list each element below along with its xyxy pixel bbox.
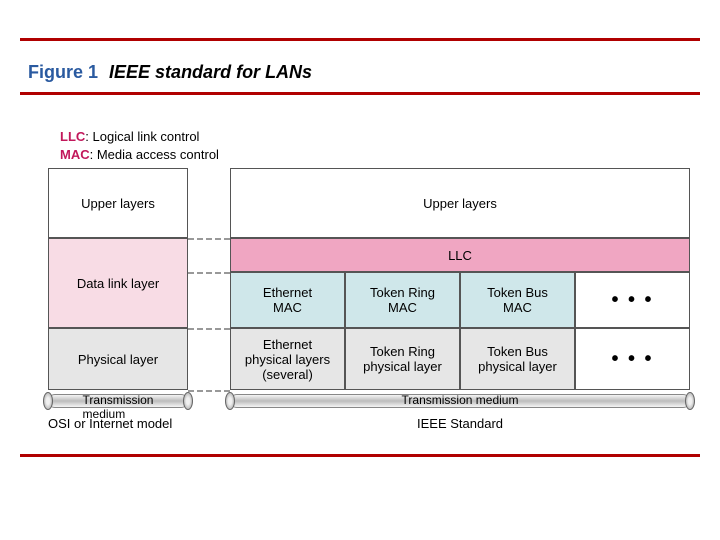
- rule-top-1: [20, 38, 700, 41]
- ieee-mac-ethernet: Ethernet MAC: [230, 272, 345, 328]
- rule-top-2: [20, 92, 700, 95]
- osi-column: Upper layers Data link layer Physical la…: [48, 168, 188, 431]
- ieee-phy-token-bus: Token Bus physical layer: [460, 328, 575, 390]
- ieee-tm-label: Transmission medium: [402, 393, 519, 407]
- rule-bottom: [20, 454, 700, 457]
- legend-mac-key: MAC: [60, 147, 90, 162]
- ieee-upper-layers: Upper layers: [230, 168, 690, 238]
- ieee-mac-ellipsis: • • •: [575, 272, 690, 328]
- ieee-mac-row: Ethernet MAC Token Ring MAC Token Bus MA…: [230, 272, 690, 328]
- ieee-llc: LLC: [230, 238, 690, 272]
- figure-title: Figure 1 IEEE standard for LANs: [28, 62, 312, 83]
- osi-transmission-medium: Transmission medium: [48, 392, 188, 412]
- ieee-mac-token-bus: Token Bus MAC: [460, 272, 575, 328]
- dash-3: [188, 328, 230, 330]
- ieee-phy-ethernet: Ethernet physical layers (several): [230, 328, 345, 390]
- osi-upper-layers: Upper layers: [48, 168, 188, 238]
- osi-tm-label: Transmission medium: [83, 393, 154, 421]
- figure-number: Figure 1: [28, 62, 98, 82]
- legend-llc-text: : Logical link control: [85, 129, 199, 144]
- legend-mac: MAC: Media access control: [60, 146, 219, 164]
- ieee-phy-row: Ethernet physical layers (several) Token…: [230, 328, 690, 390]
- ieee-phy-token-ring: Token Ring physical layer: [345, 328, 460, 390]
- dash-2: [188, 272, 230, 274]
- legend: LLC: Logical link control MAC: Media acc…: [60, 128, 219, 164]
- dash-1: [188, 238, 230, 240]
- legend-mac-text: : Media access control: [90, 147, 219, 162]
- figure-caption: IEEE standard for LANs: [109, 62, 312, 82]
- ieee-phy-ellipsis: • • •: [575, 328, 690, 390]
- osi-data-link-layer: Data link layer: [48, 238, 188, 328]
- dash-4: [188, 390, 230, 392]
- legend-llc-key: LLC: [60, 129, 85, 144]
- osi-physical-layer: Physical layer: [48, 328, 188, 390]
- legend-llc: LLC: Logical link control: [60, 128, 219, 146]
- ieee-transmission-medium: Transmission medium: [230, 392, 690, 412]
- ieee-mac-token-ring: Token Ring MAC: [345, 272, 460, 328]
- ieee-column: Upper layers LLC Ethernet MAC Token Ring…: [230, 168, 690, 431]
- ieee-model-label: IEEE Standard: [230, 416, 690, 431]
